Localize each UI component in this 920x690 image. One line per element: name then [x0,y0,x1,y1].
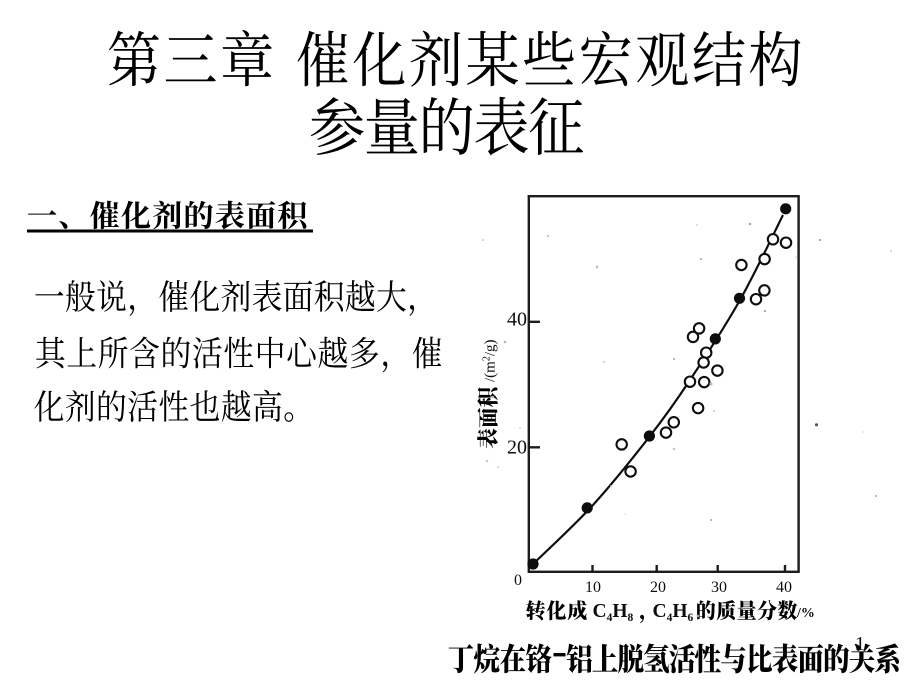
svg-text:/(m2/g): /(m2/g) [482,339,499,382]
svg-text:1: 1 [855,633,865,655]
svg-text:C4H8: C4H8 [593,601,634,624]
svg-text:20: 20 [650,579,666,596]
svg-text:30: 30 [711,579,727,596]
svg-text:40: 40 [776,579,792,596]
svg-text:C4H6: C4H6 [653,601,694,624]
svg-text:40: 40 [507,308,527,330]
svg-text:10: 10 [585,579,601,596]
svg-text:/%: /% [796,606,815,621]
svg-text:0: 0 [514,572,522,589]
svg-text:20: 20 [507,436,527,458]
